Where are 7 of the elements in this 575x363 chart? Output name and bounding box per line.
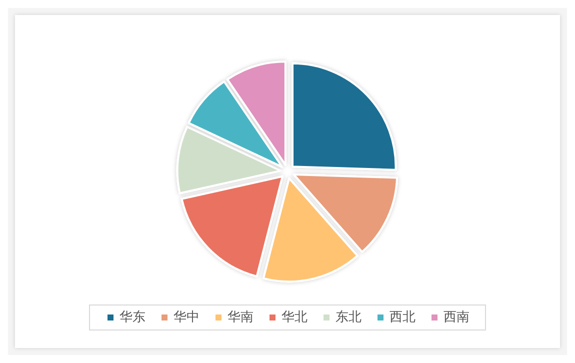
legend-label: 华中 [174, 310, 200, 325]
legend-label: 华南 [228, 310, 254, 325]
legend-label: 华北 [282, 310, 308, 325]
legend-label: 西南 [444, 310, 470, 325]
legend-label: 东北 [336, 310, 362, 325]
legend-label: 西北 [390, 310, 416, 325]
legend-label: 华东 [120, 310, 146, 325]
